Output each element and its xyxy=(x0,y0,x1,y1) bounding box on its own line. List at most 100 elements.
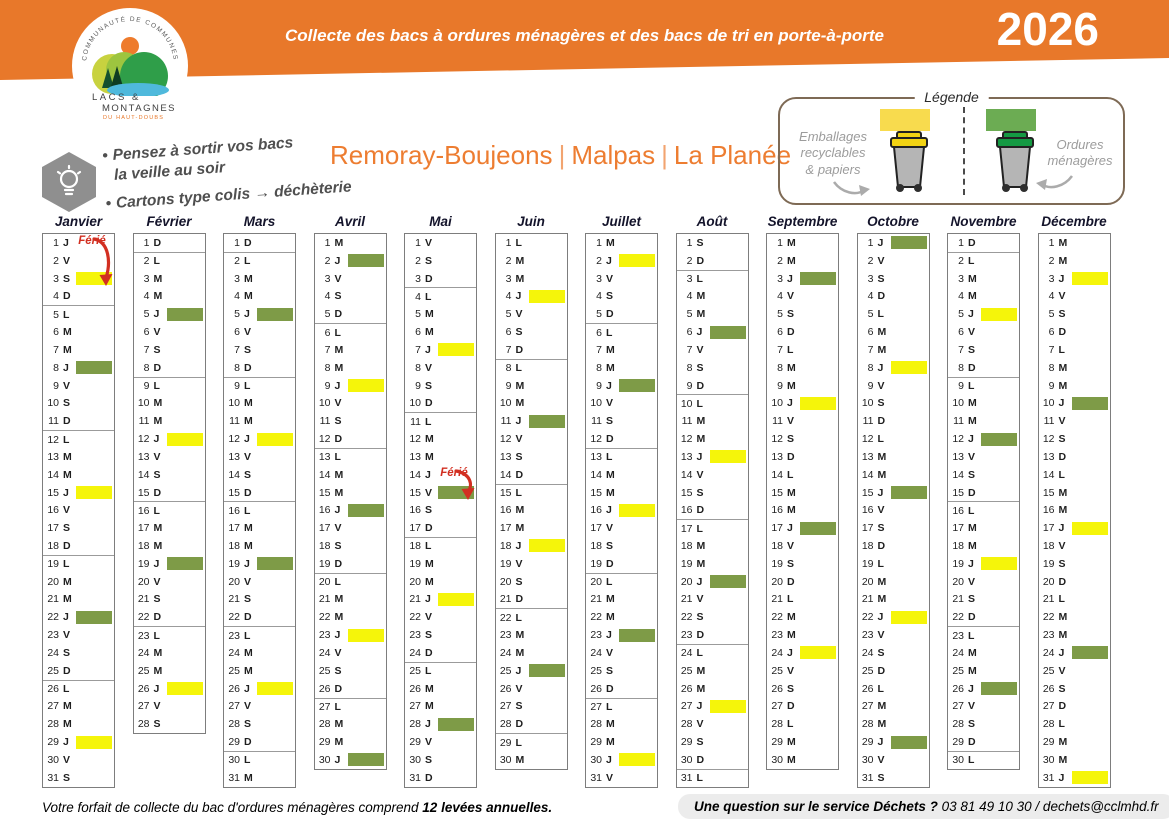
day-number: 26 xyxy=(47,683,59,696)
day-bar xyxy=(257,236,293,249)
day-number: 29 xyxy=(499,736,512,749)
day-letter: V xyxy=(515,433,523,446)
day-bar xyxy=(257,272,293,285)
day-row: 22 V xyxy=(405,608,476,626)
day-letter: M xyxy=(63,468,72,481)
day-number: 1 xyxy=(1048,236,1055,249)
day-letter: M xyxy=(153,397,163,410)
day-row: 12 S xyxy=(1039,430,1110,448)
day-row: 23 V xyxy=(858,626,929,644)
day-row: 28 S xyxy=(948,715,1019,733)
day-number: 1 xyxy=(415,236,421,249)
recyclables-collection-bar xyxy=(1071,521,1108,535)
day-bar xyxy=(76,504,112,517)
day-row: 26 S xyxy=(767,680,838,698)
day-row: 18 S xyxy=(586,537,657,555)
day-bar xyxy=(981,611,1017,624)
day-letter: D xyxy=(515,343,524,356)
day-letter: M xyxy=(1058,629,1068,642)
day-bar xyxy=(800,629,836,642)
day-row: 25 V xyxy=(1039,662,1110,680)
day-letter: L xyxy=(606,576,613,589)
day-row: 15 D xyxy=(224,484,295,502)
day-number: 25 xyxy=(499,664,512,677)
day-row: 17 M xyxy=(496,519,567,537)
day-number: 10 xyxy=(1042,397,1055,410)
day-number: 17 xyxy=(47,522,59,535)
household-waste-collection-bar xyxy=(528,664,565,678)
day-letter: L xyxy=(606,700,613,713)
day-bar xyxy=(710,522,746,535)
day-number: 31 xyxy=(1042,771,1055,784)
day-letter: D xyxy=(696,753,705,766)
day-letter: M xyxy=(425,682,434,695)
day-number: 30 xyxy=(409,753,421,766)
day-number: 18 xyxy=(952,539,964,552)
day-letter: M xyxy=(515,272,525,285)
day-number: 10 xyxy=(952,397,964,410)
day-row: 15 J xyxy=(858,484,929,502)
day-number: 20 xyxy=(771,575,783,588)
household-waste-collection-bar xyxy=(166,557,203,571)
day-row: 20 S xyxy=(496,573,567,591)
day-number: 29 xyxy=(228,736,240,749)
day-row: 29 M xyxy=(586,733,657,751)
day-letter: S xyxy=(244,718,252,731)
day-letter: L xyxy=(877,682,884,695)
day-letter: V xyxy=(606,646,614,659)
day-row: 27 L xyxy=(586,697,657,716)
day-bar xyxy=(800,486,836,499)
day-number: 26 xyxy=(228,682,240,695)
day-letter: L xyxy=(334,451,341,464)
day-number: 4 xyxy=(324,290,331,303)
day-bar xyxy=(1072,379,1108,392)
day-bar xyxy=(800,468,836,481)
day-letter: M xyxy=(1058,611,1068,624)
day-letter: D xyxy=(968,361,976,374)
day-number: 23 xyxy=(499,629,512,642)
day-letter: M xyxy=(153,664,163,677)
day-number: 7 xyxy=(867,343,874,356)
day-row: 14 L xyxy=(1039,466,1110,484)
day-letter: M xyxy=(244,539,253,552)
day-letter: D xyxy=(425,646,433,659)
day-letter: M xyxy=(63,718,72,731)
day-bar xyxy=(167,255,203,268)
day-number: 24 xyxy=(47,646,59,659)
arrow-icon xyxy=(1032,173,1074,198)
day-row: 14 J xyxy=(405,466,476,484)
bullet: • xyxy=(101,147,109,165)
day-letter: M xyxy=(787,236,796,249)
day-bar xyxy=(710,682,746,695)
day-letter: V xyxy=(1058,415,1066,428)
household-waste-collection-bar xyxy=(709,325,746,339)
day-number: 24 xyxy=(680,647,693,660)
day-row: 10 M xyxy=(134,394,205,412)
household-waste-collection-bar xyxy=(890,735,927,749)
day-row: 21 L xyxy=(767,591,838,609)
day-number: 29 xyxy=(680,736,693,749)
day-bar xyxy=(981,736,1017,749)
day-bar xyxy=(1072,753,1108,766)
day-number: 26 xyxy=(861,682,874,695)
day-letter: J xyxy=(244,557,250,570)
day-bar xyxy=(167,504,203,517)
day-number: 27 xyxy=(861,700,874,713)
day-number: 16 xyxy=(680,504,693,517)
day-number: 7 xyxy=(234,343,240,356)
day-row: 20 D xyxy=(767,573,838,591)
day-bar xyxy=(348,308,384,321)
day-bar xyxy=(529,272,565,285)
month-grid: 1 M 2 J 3 V 4 S 5 D 6 L 7 M 8 M 9 J 10 V 11 S 12 D 13 L 14 M 15 M 16 J 1… xyxy=(585,233,658,788)
day-number: 22 xyxy=(771,611,783,624)
day-number: 26 xyxy=(409,682,421,695)
day-letter: D xyxy=(153,236,162,249)
day-bar xyxy=(800,361,836,374)
